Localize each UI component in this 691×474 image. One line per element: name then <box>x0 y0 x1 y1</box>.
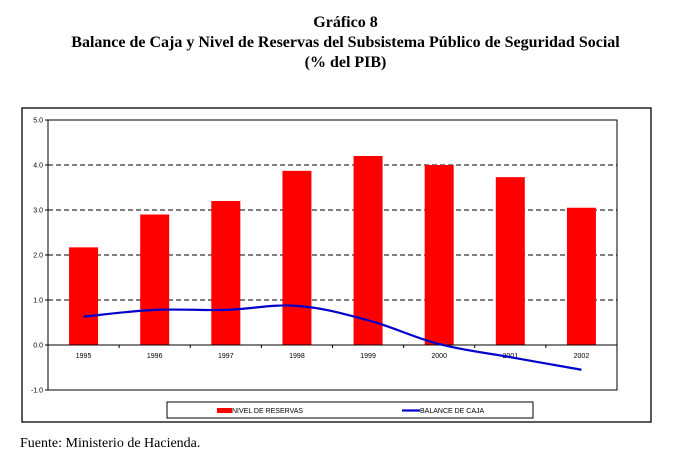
bar-1997 <box>211 201 241 345</box>
chart-units: (% del PIB) <box>304 54 387 71</box>
legend-swatch-reservas <box>217 408 232 413</box>
bar-2000 <box>424 165 454 345</box>
x-tick-label: 1998 <box>289 353 305 360</box>
source-note: Fuente: Ministerio de Hacienda. <box>20 436 201 451</box>
legend-label-balance: BALANCE DE CAJA <box>420 408 485 415</box>
bar-1995 <box>69 247 99 345</box>
chart-title: Balance de Caja y Nivel de Reservas del … <box>71 34 620 51</box>
bar-1996 <box>140 214 170 345</box>
legend-box <box>166 401 534 419</box>
x-tick-label: 2002 <box>574 353 590 360</box>
legend: NIVEL DE RESERVAS BALANCE DE CAJA <box>166 401 534 419</box>
bar-1999 <box>353 156 383 345</box>
legend-label-reservas: NIVEL DE RESERVAS <box>232 408 303 415</box>
y-tick-label: -1.0 <box>31 388 43 395</box>
bar-1998 <box>282 170 312 345</box>
gridlines <box>48 164 617 301</box>
line-balance-de-caja <box>83 304 582 371</box>
y-tick-label: 5.0 <box>33 118 43 125</box>
x-tick-label: 1999 <box>360 353 376 360</box>
y-tick-label: 3.0 <box>33 208 43 215</box>
x-tick-label: 2000 <box>431 353 447 360</box>
bar-2002 <box>566 207 596 345</box>
bar-series <box>69 156 596 345</box>
y-tick-label: 2.0 <box>33 253 43 260</box>
chart-number-title: Gráfico 8 <box>313 14 378 31</box>
x-tick-label: 1997 <box>218 353 234 360</box>
x-tick-label: 1995 <box>76 353 92 360</box>
x-tick-label: 1996 <box>147 353 163 360</box>
x-axis-ticks: 1995 1996 1997 1998 1999 2000 2001 2002 <box>47 345 618 360</box>
bar-2001 <box>495 177 525 345</box>
y-tick-label: 1.0 <box>33 298 43 305</box>
chart-frame <box>21 107 652 423</box>
y-axis-ticks: 5.0 4.0 3.0 2.0 1.0 0.0 -1.0 <box>31 118 48 395</box>
y-tick-label: 4.0 <box>33 163 43 170</box>
y-tick-label: 0.0 <box>33 343 43 350</box>
